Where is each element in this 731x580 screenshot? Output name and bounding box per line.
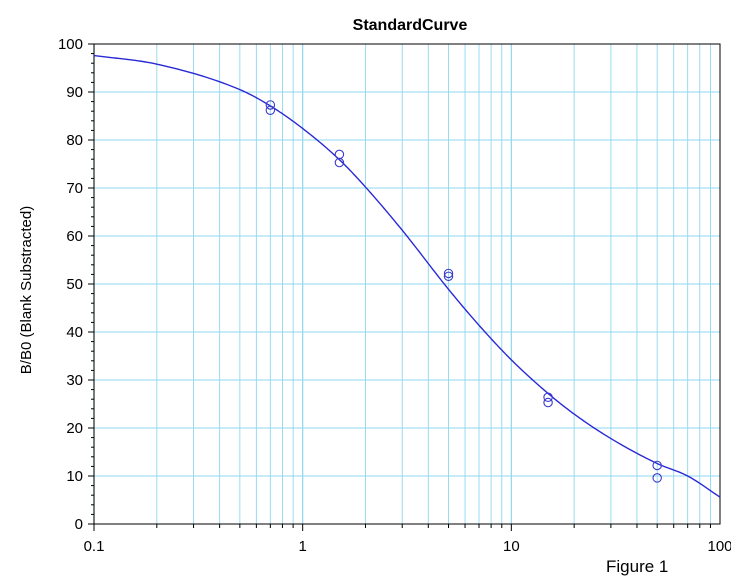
y-tick-label: 0 xyxy=(75,516,83,533)
data-point xyxy=(543,397,553,408)
data-points xyxy=(265,100,662,483)
data-point xyxy=(265,105,276,115)
data-point xyxy=(652,460,662,471)
data-point xyxy=(652,473,662,483)
y-tick-label: 50 xyxy=(66,276,83,293)
data-point xyxy=(265,100,276,110)
y-tick-label: 40 xyxy=(66,324,83,341)
data-point xyxy=(334,157,345,168)
y-tick-label: 30 xyxy=(66,372,83,389)
fit-curve-line xyxy=(93,54,721,498)
figure-caption: Figure 1 xyxy=(606,557,669,576)
data-point xyxy=(443,268,454,279)
y-tick-label: 80 xyxy=(66,132,83,149)
y-tick-label: 20 xyxy=(66,420,83,437)
y-tick-label: 70 xyxy=(66,180,83,197)
chart-title: StandardCurve xyxy=(353,17,468,34)
y-axis-label: B/B0 (Blank Substracted) xyxy=(18,206,35,374)
y-tick-label: 10 xyxy=(66,468,83,485)
data-point xyxy=(543,392,553,403)
axis-ticks xyxy=(88,43,711,531)
major-gridlines xyxy=(93,44,720,524)
x-axis-tick-labels: 0.1 1 10 100 xyxy=(84,538,731,555)
x-tick-label: 10 xyxy=(503,538,520,555)
y-axis-tick-labels: 0 10 20 30 40 50 60 70 80 90 100 xyxy=(58,36,83,533)
y-tick-label: 90 xyxy=(66,84,83,101)
y-tick-label: 60 xyxy=(66,228,83,245)
data-point xyxy=(443,271,454,282)
x-tick-label: 0.1 xyxy=(84,538,105,555)
x-tick-label: 1 xyxy=(298,538,306,555)
x-tick-label: 100 xyxy=(707,538,731,555)
y-tick-label: 100 xyxy=(58,36,83,53)
data-point xyxy=(334,149,345,160)
